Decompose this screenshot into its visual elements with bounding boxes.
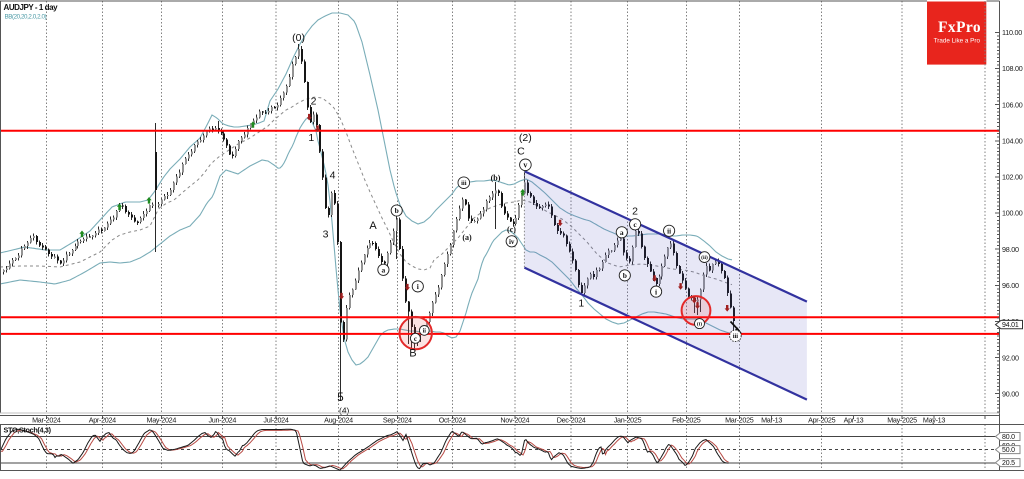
svg-text:ii: ii — [423, 329, 427, 335]
svg-text:108.00: 108.00 — [1002, 64, 1023, 73]
svg-text:94.01: 94.01 — [1002, 322, 1019, 329]
svg-text:20.5: 20.5 — [1002, 460, 1015, 467]
svg-text:b: b — [623, 271, 627, 280]
svg-text:Apr-2024: Apr-2024 — [89, 415, 116, 424]
svg-text:98.00: 98.00 — [1002, 245, 1019, 254]
svg-text:Feb-2025: Feb-2025 — [672, 415, 701, 424]
svg-text:a: a — [620, 228, 624, 237]
svg-text:iv: iv — [509, 238, 515, 246]
svg-text:Mar-2025: Mar-2025 — [725, 415, 754, 424]
svg-text:Aug-2024: Aug-2024 — [324, 415, 353, 424]
svg-text:1: 1 — [308, 132, 314, 144]
svg-text:1: 1 — [578, 298, 584, 310]
svg-text:106.00: 106.00 — [1002, 100, 1023, 109]
svg-text:iii: iii — [461, 180, 467, 187]
svg-text:104.00: 104.00 — [1002, 137, 1023, 146]
svg-text:110.00: 110.00 — [1002, 28, 1022, 37]
svg-text:5: 5 — [337, 392, 343, 404]
svg-text:Jan-2025: Jan-2025 — [614, 415, 642, 424]
svg-text:May-2025: May-2025 — [887, 415, 917, 424]
svg-text:Mar-13: Mar-13 — [761, 415, 782, 424]
svg-text:c: c — [633, 220, 637, 229]
svg-text:Mar-2024: Mar-2024 — [32, 415, 61, 424]
svg-text:v: v — [523, 161, 527, 170]
svg-text:4: 4 — [330, 170, 336, 182]
svg-text:BB(20,20,2.0,2.0): BB(20,20,2.0,2.0) — [5, 13, 47, 20]
svg-text:Jun-2024: Jun-2024 — [209, 415, 237, 424]
svg-text:AUDJPY - 1 day: AUDJPY - 1 day — [4, 3, 59, 12]
svg-text:2: 2 — [632, 205, 638, 217]
svg-text:(a): (a) — [462, 233, 472, 242]
svg-text:a: a — [382, 266, 386, 275]
svg-text:(4): (4) — [339, 405, 350, 415]
svg-text:92.00: 92.00 — [1002, 353, 1019, 362]
svg-text:(ii): (ii) — [701, 254, 708, 261]
svg-text:(2): (2) — [519, 132, 532, 144]
svg-text:(0): (0) — [292, 32, 305, 44]
svg-text:Dec-2024: Dec-2024 — [557, 415, 586, 424]
svg-text:Jul-2024: Jul-2024 — [263, 415, 288, 424]
svg-text:Apr-2025: Apr-2025 — [808, 415, 835, 424]
svg-text:May-13: May-13 — [923, 415, 945, 424]
svg-text:102.00: 102.00 — [1002, 173, 1023, 182]
svg-text:Apr-13: Apr-13 — [844, 415, 864, 424]
svg-text:i: i — [417, 282, 419, 291]
svg-text:FxPro: FxPro — [938, 19, 981, 36]
svg-text:i: i — [655, 287, 657, 296]
svg-text:Nov-2024: Nov-2024 — [500, 415, 529, 424]
svg-text:A: A — [369, 220, 377, 232]
svg-text:B: B — [409, 347, 416, 359]
svg-text:100.00: 100.00 — [1002, 209, 1023, 218]
svg-text:3: 3 — [323, 229, 329, 241]
svg-text:STO,Stoch(4,3): STO,Stoch(4,3) — [4, 425, 52, 434]
svg-text:Sep-2024: Sep-2024 — [383, 415, 412, 424]
svg-text:Trade Like a Pro: Trade Like a Pro — [934, 38, 981, 45]
svg-text:(c): (c) — [507, 225, 516, 234]
svg-text:b: b — [395, 206, 399, 215]
svg-text:C: C — [517, 146, 525, 158]
svg-text:96.00: 96.00 — [1002, 281, 1019, 290]
svg-text:90.00: 90.00 — [1002, 389, 1019, 398]
svg-text:May-2024: May-2024 — [147, 415, 177, 424]
svg-text:80.0: 80.0 — [1002, 434, 1015, 441]
svg-text:(b): (b) — [491, 174, 501, 183]
svg-text:2: 2 — [311, 95, 317, 107]
svg-text:iii: iii — [733, 333, 739, 340]
svg-text:Oct-2024: Oct-2024 — [439, 415, 466, 424]
svg-text:c: c — [414, 335, 417, 343]
svg-text:50.0: 50.0 — [1002, 447, 1015, 454]
svg-text:(i): (i) — [697, 321, 702, 328]
svg-text:ii: ii — [667, 227, 671, 235]
